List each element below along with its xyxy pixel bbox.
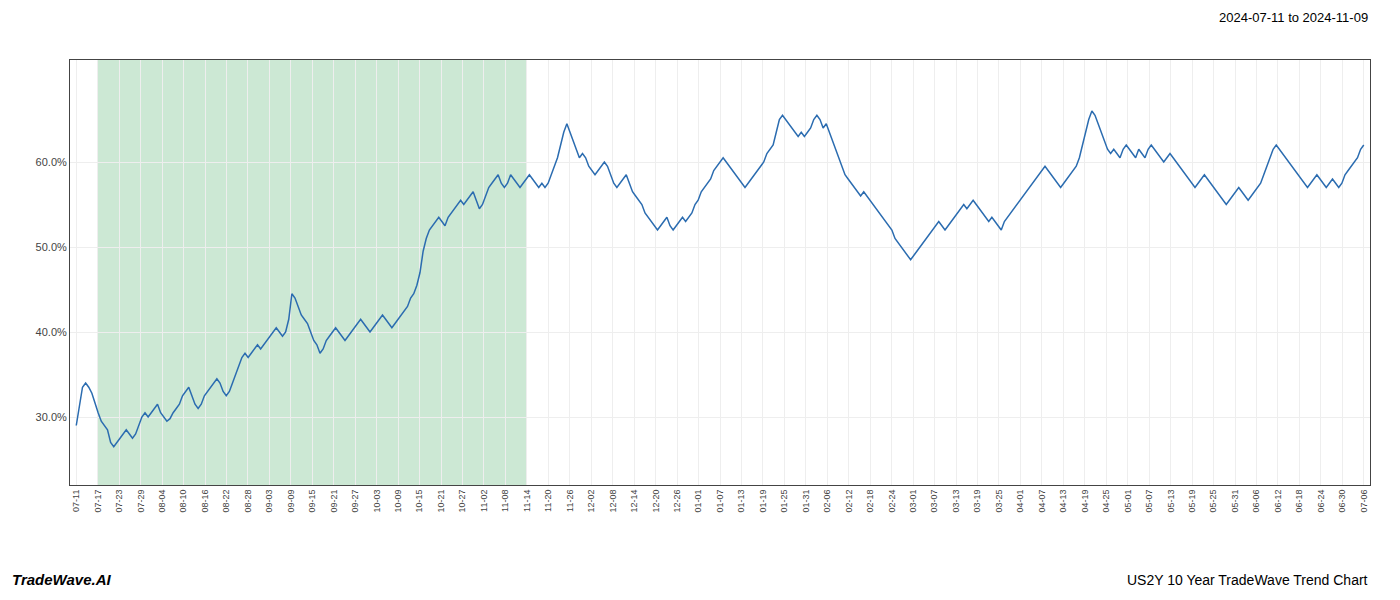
svg-text:08-16: 08-16 [200, 490, 210, 513]
svg-text:10-27: 10-27 [457, 490, 467, 513]
svg-text:2024-07-11 to 2024-11-09: 2024-07-11 to 2024-11-09 [1219, 10, 1368, 25]
svg-text:10-09: 10-09 [393, 490, 403, 513]
svg-text:05-19: 05-19 [1187, 490, 1197, 513]
svg-text:06-24: 06-24 [1316, 490, 1326, 513]
svg-text:06-12: 06-12 [1273, 490, 1283, 513]
svg-text:07-06: 07-06 [1359, 490, 1369, 513]
svg-text:01-07: 01-07 [715, 490, 725, 513]
svg-text:07-29: 07-29 [136, 490, 146, 513]
svg-text:08-04: 08-04 [157, 490, 167, 513]
svg-text:US2Y 10 Year TradeWave Trend C: US2Y 10 Year TradeWave Trend Chart [1127, 572, 1368, 588]
svg-text:02-12: 02-12 [844, 490, 854, 513]
svg-text:09-27: 09-27 [350, 490, 360, 513]
svg-text:03-25: 03-25 [994, 490, 1004, 513]
svg-text:04-19: 04-19 [1080, 490, 1090, 513]
svg-text:05-13: 05-13 [1166, 490, 1176, 513]
svg-text:11-20: 11-20 [543, 490, 553, 512]
svg-text:12-14: 12-14 [629, 490, 639, 513]
svg-text:09-21: 09-21 [329, 490, 339, 513]
svg-text:07-11: 07-11 [71, 490, 81, 512]
svg-text:10-21: 10-21 [436, 490, 446, 513]
svg-text:08-28: 08-28 [243, 490, 253, 513]
svg-text:60.0%: 60.0% [36, 156, 67, 168]
svg-text:11-26: 11-26 [565, 490, 575, 512]
svg-text:05-01: 05-01 [1123, 490, 1133, 513]
svg-text:50.0%: 50.0% [36, 241, 67, 253]
svg-text:TradeWave.AI: TradeWave.AI [12, 571, 111, 588]
svg-text:02-06: 02-06 [822, 490, 832, 513]
svg-text:05-07: 05-07 [1144, 490, 1154, 513]
svg-text:01-25: 01-25 [779, 490, 789, 513]
svg-text:07-23: 07-23 [114, 490, 124, 513]
svg-text:12-02: 12-02 [586, 490, 596, 513]
svg-text:11-02: 11-02 [479, 490, 489, 512]
svg-text:01-01: 01-01 [693, 490, 703, 513]
svg-text:06-30: 06-30 [1337, 490, 1347, 513]
svg-text:08-22: 08-22 [221, 490, 231, 513]
svg-text:06-18: 06-18 [1294, 490, 1304, 513]
svg-text:08-10: 08-10 [178, 490, 188, 513]
svg-text:02-18: 02-18 [865, 490, 875, 513]
svg-text:40.0%: 40.0% [36, 326, 67, 338]
svg-text:09-03: 09-03 [264, 490, 274, 513]
svg-text:11-14: 11-14 [522, 490, 532, 512]
svg-text:05-25: 05-25 [1208, 490, 1218, 513]
svg-text:02-24: 02-24 [887, 490, 897, 513]
svg-text:03-01: 03-01 [908, 490, 918, 513]
svg-text:01-19: 01-19 [758, 490, 768, 513]
svg-text:06-06: 06-06 [1251, 490, 1261, 513]
svg-text:03-13: 03-13 [951, 490, 961, 513]
svg-text:09-15: 09-15 [307, 490, 317, 513]
svg-text:03-19: 03-19 [972, 490, 982, 513]
svg-text:04-01: 04-01 [1015, 490, 1025, 513]
svg-text:05-31: 05-31 [1230, 490, 1240, 513]
svg-text:12-26: 12-26 [672, 490, 682, 513]
svg-text:01-13: 01-13 [736, 490, 746, 513]
svg-text:04-07: 04-07 [1037, 490, 1047, 513]
svg-text:30.0%: 30.0% [36, 411, 67, 423]
svg-text:04-13: 04-13 [1058, 490, 1068, 513]
svg-text:01-31: 01-31 [801, 490, 811, 513]
svg-text:03-07: 03-07 [930, 490, 940, 513]
svg-text:12-20: 12-20 [651, 490, 661, 513]
svg-text:07-17: 07-17 [93, 490, 103, 513]
svg-text:09-09: 09-09 [286, 490, 296, 513]
svg-text:10-03: 10-03 [372, 490, 382, 513]
svg-text:10-15: 10-15 [415, 490, 425, 513]
svg-text:04-25: 04-25 [1101, 490, 1111, 513]
svg-text:12-08: 12-08 [608, 490, 618, 513]
svg-text:11-08: 11-08 [500, 490, 510, 512]
